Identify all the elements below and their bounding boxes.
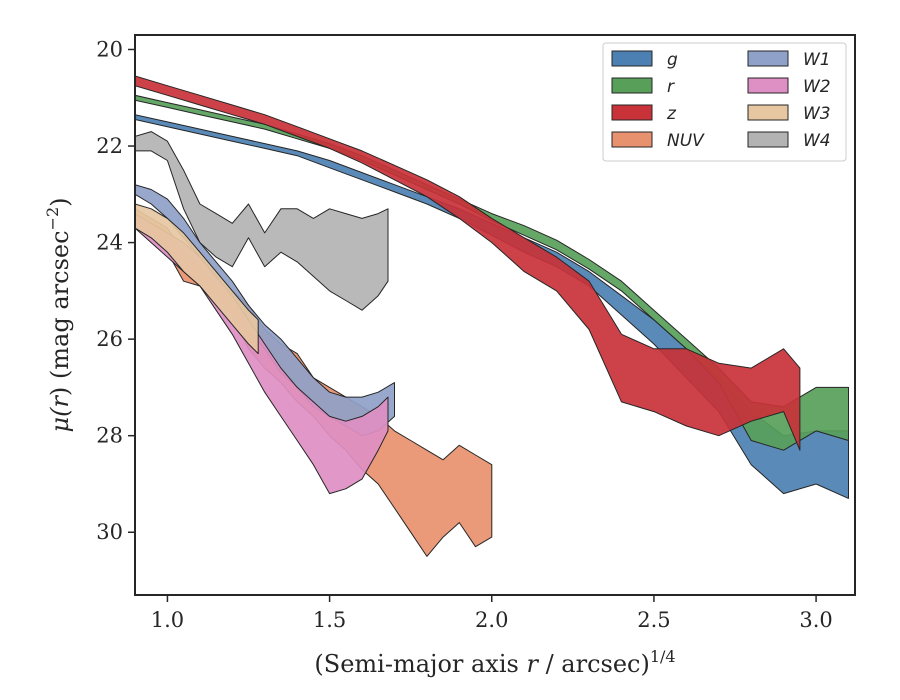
plot-bands: [135, 75, 849, 557]
legend-swatch-nuv: [611, 131, 653, 148]
band-w4: [135, 131, 389, 311]
y-tick-label: 20: [96, 37, 123, 61]
band-g: [135, 114, 849, 499]
legend-swatch-z: [611, 104, 653, 121]
y-axis-label: μ(r) (mag arcsec−2): [43, 197, 74, 432]
legend-swatch-w3: [747, 104, 789, 121]
x-tick-label: 1.0: [151, 608, 184, 632]
legend-swatch-w1: [747, 50, 789, 67]
legend-swatch-r: [611, 77, 653, 94]
legend-swatch-w4: [747, 131, 789, 148]
y-tick-label: 24: [96, 231, 123, 255]
legend-label-z: z: [666, 104, 677, 124]
y-tick-label: 30: [96, 520, 123, 544]
legend-label-w1: W1: [803, 50, 831, 70]
plot-frame: [134, 34, 856, 596]
legend: grz NUV W1 W2 W3 W4: [602, 42, 847, 162]
x-tick-label: 1.5: [313, 608, 346, 632]
band-z: [135, 75, 801, 451]
x-tick-label: 2.0: [475, 608, 508, 632]
legend-label-nuv: NUV: [667, 131, 705, 151]
legend-swatch-w2: [747, 77, 789, 94]
y-tick-label: 28: [96, 424, 123, 448]
legend-label-w3: W3: [803, 104, 831, 124]
legend-label-w4: W4: [803, 131, 831, 151]
y-tick-label: 22: [96, 134, 123, 158]
legend-swatch-g: [611, 50, 653, 67]
band-w3: [135, 203, 259, 355]
x-axis-label: (Semi-major axis r / arcsec)1/4: [314, 647, 675, 678]
y-ticks: 20 22 24 26 28 30: [96, 37, 135, 544]
legend-label-w2: W2: [803, 77, 831, 97]
y-tick-label: 26: [96, 327, 123, 351]
legend-label-r: r: [667, 77, 675, 97]
x-ticks: 1.0 1.5 2.0 2.5 3.0: [151, 595, 833, 632]
x-tick-label: 3.0: [799, 608, 832, 632]
legend-label-g: g: [667, 50, 678, 70]
x-tick-label: 2.5: [637, 608, 670, 632]
